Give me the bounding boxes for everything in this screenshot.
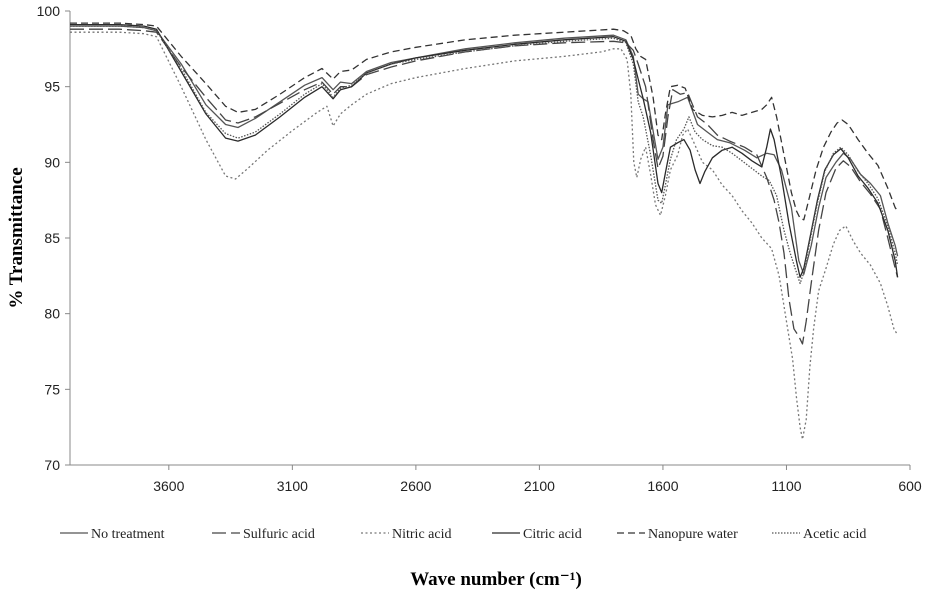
y-tick-label: 75 <box>44 381 60 397</box>
series-line-nanopure-water <box>70 22 899 221</box>
y-tick-label: 90 <box>44 154 60 170</box>
y-axis-title: % Transmittance <box>6 167 27 308</box>
legend-label: Acetic acid <box>803 527 866 542</box>
y-tick-label: 100 <box>37 3 61 19</box>
x-tick-label: 3100 <box>277 478 308 494</box>
x-tick-label: 1600 <box>647 478 678 494</box>
series-line-sulfuric-acid <box>70 28 899 345</box>
y-tick-label: 70 <box>44 457 60 473</box>
legend-label: Sulfuric acid <box>243 527 315 542</box>
series-lines <box>70 22 899 440</box>
legend-label: No treatment <box>91 527 165 542</box>
y-tick-label: 85 <box>44 230 60 246</box>
legend-label: Citric acid <box>523 527 582 542</box>
series-line-nitric-acid <box>70 31 899 440</box>
series-line-citric-acid <box>70 23 899 278</box>
y-tick-label: 95 <box>44 79 60 95</box>
legend-label: Nanopure water <box>648 527 738 542</box>
y-tick-label: 80 <box>44 306 60 322</box>
x-tick-label: 2100 <box>524 478 555 494</box>
x-tick-label: 1100 <box>771 478 801 494</box>
tick-labels: 70 75 80 85 90 95 100 3600 3100 2600 2100 1600 1100 6… <box>37 3 922 494</box>
x-tick-label: 3600 <box>153 478 184 494</box>
series-line-no-treatment <box>70 25 899 275</box>
legend: No treatment Sulfuric acid Nitric acid Citr… <box>60 527 866 542</box>
x-tick-label: 600 <box>898 478 922 494</box>
x-tick-label: 2600 <box>400 478 431 494</box>
plot-axes <box>65 10 911 470</box>
x-axis-title: Wave number (cm⁻¹) <box>410 569 582 590</box>
legend-label: Nitric acid <box>392 527 451 542</box>
